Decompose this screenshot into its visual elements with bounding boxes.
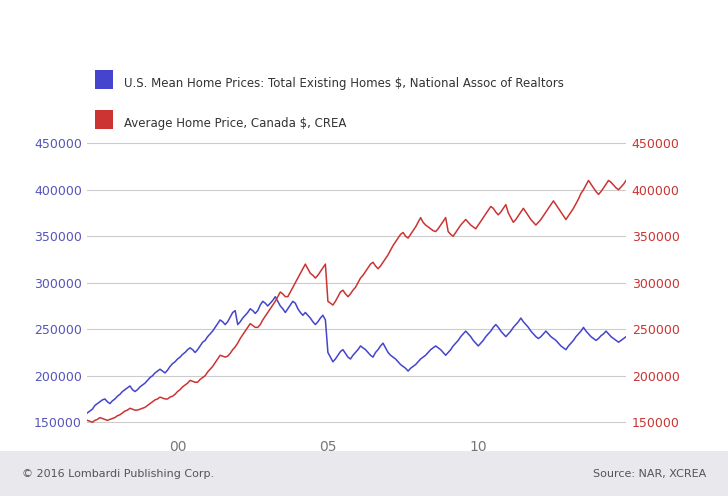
Text: © 2016 Lombardi Publishing Corp.: © 2016 Lombardi Publishing Corp. <box>22 469 214 479</box>
Text: Average Home Price, Canada $, CREA: Average Home Price, Canada $, CREA <box>124 117 346 130</box>
Text: Source: NAR, XCREA: Source: NAR, XCREA <box>593 469 706 479</box>
Text: U.S. Mean Home Prices: Total Existing Homes $, National Assoc of Realtors: U.S. Mean Home Prices: Total Existing Ho… <box>124 77 563 90</box>
